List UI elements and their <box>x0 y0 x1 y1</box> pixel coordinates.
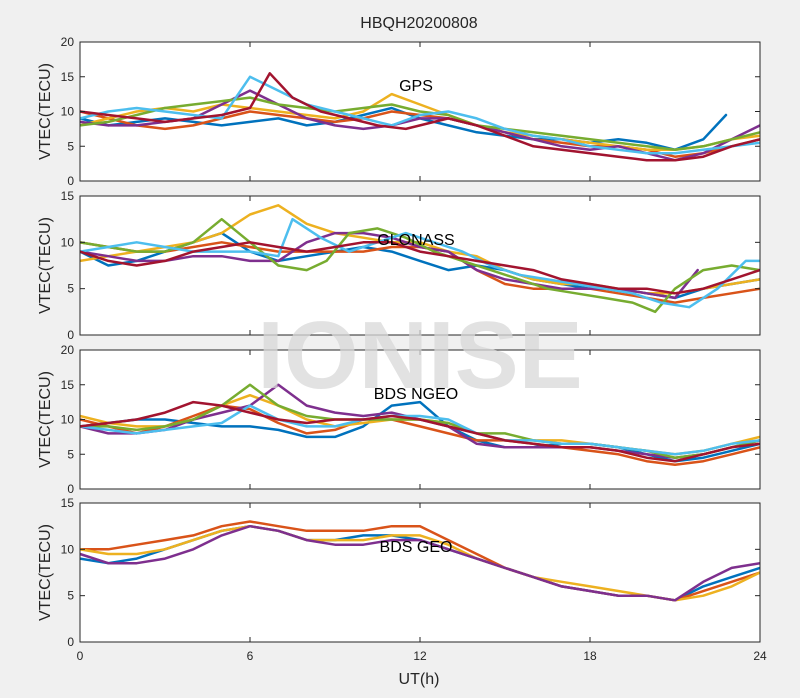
y-axis-label: VTEC(TECU) <box>37 63 54 160</box>
panels: 0 5 10 15 20 VTEC(TECU) GPS 0 5 10 15 VTEC(TECU) GLO… <box>37 35 767 663</box>
y-axis-label: VTEC(TECU) <box>37 217 54 314</box>
panel-bds-ngeo: 0 5 10 15 20 VTEC(TECU) BDS NGEO <box>37 343 761 496</box>
y-tick-label: 5 <box>67 447 74 461</box>
y-tick-label: 0 <box>67 174 74 188</box>
panel-gps: 0 5 10 15 20 VTEC(TECU) GPS <box>37 35 761 188</box>
panel-label: GLONASS <box>377 232 454 249</box>
panel-label: BDS NGEO <box>374 386 458 403</box>
y-tick-label: 10 <box>61 235 75 249</box>
y-tick-label: 15 <box>61 189 75 203</box>
series-line-7 <box>80 400 760 463</box>
y-tick-label: 10 <box>61 105 75 119</box>
x-tick-label: 24 <box>753 649 767 663</box>
series-line-6 <box>80 404 760 456</box>
x-axis-label: UT(h) <box>399 671 440 688</box>
series-line-4 <box>80 524 760 602</box>
y-tick-label: 5 <box>67 282 74 296</box>
x-tick-label: 18 <box>583 649 597 663</box>
series-line-6 <box>80 75 760 155</box>
y-tick-label: 5 <box>67 589 74 603</box>
y-tick-label: 0 <box>67 482 74 496</box>
y-tick-label: 20 <box>61 343 75 357</box>
series-line-5 <box>80 96 760 151</box>
x-tick-label: 0 <box>77 649 84 663</box>
series-line-7 <box>80 241 760 295</box>
y-axis-label: VTEC(TECU) <box>37 524 54 621</box>
series-group <box>80 520 760 602</box>
watermark: IONISE <box>257 302 582 409</box>
plot-area <box>80 196 760 335</box>
series-line-3 <box>80 92 760 151</box>
y-axis-label: VTEC(TECU) <box>37 371 54 468</box>
y-tick-label: 10 <box>61 413 75 427</box>
y-tick-label: 15 <box>61 378 75 392</box>
y-tick-label: 15 <box>61 496 75 510</box>
panel-label: GPS <box>399 78 433 95</box>
y-tick-label: 0 <box>67 328 74 342</box>
plot-area <box>80 503 760 642</box>
figure-title: HBQH20200808 <box>360 15 478 32</box>
y-tick-label: 15 <box>61 70 75 84</box>
series-group <box>80 383 760 466</box>
panel-bds-geo: 0 5 10 15 0 6 12 18 24 VTEC(TECU) BDS GEO <box>37 496 767 663</box>
series-line-7 <box>80 72 760 162</box>
panel-glonass: 0 5 10 15 VTEC(TECU) GLONASS <box>37 189 761 342</box>
y-tick-label: 0 <box>67 635 74 649</box>
series-line-5 <box>80 217 760 314</box>
x-tick-label: 12 <box>413 649 427 663</box>
series-group <box>80 72 760 162</box>
x-tick-label: 6 <box>247 649 254 663</box>
y-tick-label: 10 <box>61 542 75 556</box>
y-tick-label: 20 <box>61 35 75 49</box>
y-tick-label: 5 <box>67 139 74 153</box>
series-group <box>80 204 760 314</box>
series-line-2 <box>80 404 760 466</box>
panel-label: BDS GEO <box>380 539 453 556</box>
